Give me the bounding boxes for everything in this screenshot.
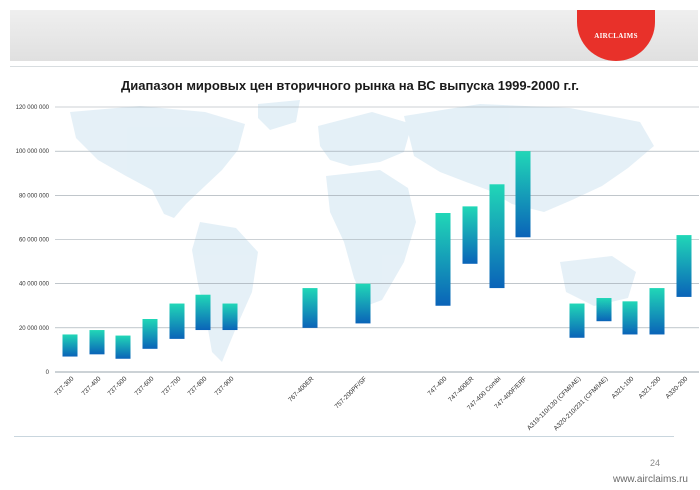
map-south-america bbox=[192, 222, 258, 362]
x-tick-label: 737-400 bbox=[81, 375, 103, 397]
x-tick-label: 767-400ER bbox=[287, 375, 315, 403]
map-greenland bbox=[258, 100, 300, 130]
range-bar bbox=[169, 303, 185, 339]
x-tick-label: 757-200PF/SF bbox=[334, 375, 369, 410]
y-tick-label: 60 000 000 bbox=[19, 238, 50, 244]
range-bar bbox=[62, 334, 78, 357]
range-bar bbox=[195, 294, 211, 331]
range-bar bbox=[355, 283, 371, 324]
x-tick-label: 737-700 bbox=[161, 375, 183, 397]
x-axis-labels: 737-300 737-400 737-500 737-600 737-700 737-8… bbox=[54, 375, 690, 432]
range-bar bbox=[676, 235, 692, 297]
x-tick-label: 747-400 bbox=[427, 375, 449, 397]
y-tick-label: 80 000 000 bbox=[19, 193, 50, 199]
range-bar bbox=[489, 184, 505, 289]
range-bar bbox=[302, 288, 318, 328]
range-bar bbox=[596, 298, 612, 322]
range-bar bbox=[622, 301, 638, 335]
header-divider bbox=[10, 66, 698, 67]
map-north-america bbox=[70, 106, 245, 218]
y-axis-labels: 0 20 000 000 40 000 000 60 000 000 80 000 00… bbox=[16, 105, 50, 376]
range-bar bbox=[142, 319, 158, 349]
y-tick-label: 0 bbox=[46, 370, 50, 376]
y-tick-label: 100 000 000 bbox=[16, 149, 50, 155]
range-bars bbox=[62, 151, 692, 359]
x-tick-label: 737-800 bbox=[187, 375, 209, 397]
chart-title: Диапазон мировых цен вторичного рынка на… bbox=[121, 78, 579, 93]
map-africa bbox=[326, 170, 416, 306]
x-tick-label: 747-400ER bbox=[447, 375, 475, 403]
map-australia bbox=[560, 256, 636, 306]
x-tick-label: 737-300 bbox=[54, 375, 76, 397]
range-bar bbox=[222, 303, 238, 331]
x-tick-label: 737-500 bbox=[107, 375, 129, 397]
range-bar bbox=[649, 288, 665, 335]
range-bar bbox=[569, 303, 585, 338]
y-tick-label: 40 000 000 bbox=[19, 282, 50, 288]
x-tick-label: A330-200 bbox=[665, 375, 690, 400]
x-tick-label: 737-600 bbox=[134, 375, 156, 397]
footer-divider bbox=[14, 436, 674, 437]
page-number: 24 bbox=[650, 458, 661, 468]
x-tick-label: A319-110/130 (CFM/IAE) bbox=[526, 375, 582, 431]
x-tick-label: A321-100 bbox=[611, 375, 636, 400]
y-tick-label: 20 000 000 bbox=[19, 326, 50, 332]
x-tick-label: 737-900 bbox=[214, 375, 236, 397]
map-europe bbox=[318, 112, 412, 166]
gridlines bbox=[55, 106, 699, 373]
range-bar bbox=[115, 335, 131, 359]
y-tick-label: 120 000 000 bbox=[16, 105, 50, 111]
range-bar bbox=[515, 151, 531, 238]
x-tick-label: A321-200 bbox=[638, 375, 663, 400]
range-bar bbox=[462, 206, 478, 264]
range-bar bbox=[435, 213, 451, 306]
x-tick-label: A320-210/231 (CFM/IAE) bbox=[553, 375, 610, 432]
site-url[interactable]: www.airclaims.ru bbox=[612, 474, 688, 485]
range-bar bbox=[89, 330, 105, 355]
